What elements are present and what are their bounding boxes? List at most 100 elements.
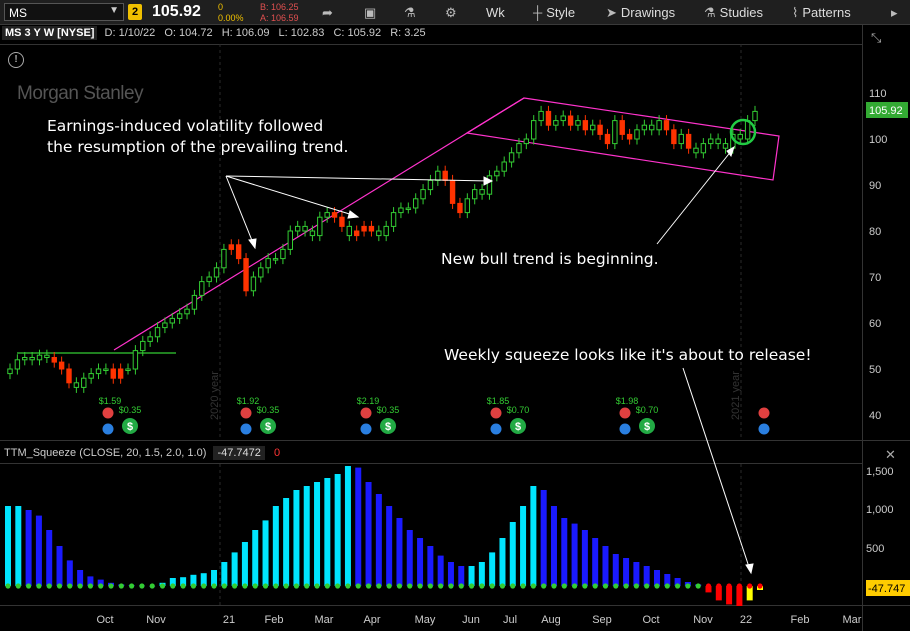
squeeze-bar [736,586,743,606]
bar-open: O: 104.72 [164,27,213,39]
arrow-head [248,238,257,250]
settings-button[interactable]: ⚙ [445,0,461,25]
squeeze-dot [726,583,732,589]
candle-body [538,110,544,122]
arrow-line [656,149,733,245]
squeeze-bar [571,523,578,586]
squeeze-study-header[interactable]: TTM_Squeeze (CLOSE, 20, 1.5, 2.0, 1.0) -… [4,446,280,460]
chart-header: MS 3 Y W [NYSE] D: 1/10/22 O: 104.72 H: … [2,26,862,45]
squeeze-dot [273,583,279,589]
breakout-circle[interactable] [729,118,757,146]
squeeze-dot [221,583,227,589]
flask-icon: ⚗ [704,5,716,20]
earnings-icon[interactable] [360,407,372,419]
drawings-button[interactable]: ➤ Drawings [606,0,675,25]
time-tick: May [415,614,436,626]
squeeze-dot [5,583,11,589]
candle-body [671,129,677,145]
candle-body [117,368,124,379]
style-button[interactable]: ┼ Style [533,0,575,25]
ask-price: A: 106.59 [260,13,299,23]
dividend-icon[interactable] [510,418,526,434]
candle-body [103,368,109,371]
time-tick: Jun [462,614,480,626]
info-event-icon[interactable] [490,423,502,435]
candle-body [516,143,522,154]
squeeze-bar [427,546,434,586]
arrow-line [682,367,751,571]
candle-body [634,129,640,140]
chart-area[interactable]: 110 100 90 80 70 60 50 40 1,500 1,000 500 Oct Nov 2… [0,25,910,631]
candle-body [715,138,721,145]
squeeze-dot [541,583,547,589]
info-icon[interactable]: ! [8,52,24,68]
candle-body [486,175,493,195]
info-event-icon[interactable] [360,423,372,435]
earnings-icon[interactable] [102,407,114,419]
info-event-icon[interactable] [619,423,631,435]
info-event-icon[interactable] [240,423,252,435]
more-button[interactable]: ▸ [891,0,902,25]
candle-body [154,327,161,338]
squeeze-dot [149,583,155,589]
squeeze-dot [180,583,186,589]
dividend-icon[interactable] [380,418,396,434]
squeeze-dot [170,583,176,589]
symbol-input[interactable]: MS ▼ [4,3,124,21]
candle-body [73,382,80,388]
chevron-down-icon[interactable]: ▼ [109,5,119,16]
channel-edge[interactable] [466,97,525,134]
candle-body [508,152,515,163]
candle-body [95,368,102,375]
squeeze-dot [613,583,619,589]
earnings-icon[interactable] [490,407,502,419]
chart-settings-button[interactable]: ▣ [364,0,380,25]
time-tick: Mar [315,614,334,626]
arrow-head [726,145,735,158]
squeeze-dot [510,583,516,589]
dividend-icon[interactable] [260,418,276,434]
candle-body [184,308,190,315]
squeeze-bar [283,498,290,586]
time-tick: Feb [791,614,810,626]
patterns-button[interactable]: ⌇ Patterns [792,0,851,25]
candle-body [619,120,625,135]
squeeze-dot [304,583,310,589]
dividend-icon[interactable] [122,418,138,434]
share-button[interactable]: ➦ [322,0,337,25]
dividend-label: $1.92 [237,396,260,406]
squeeze-tick: 1,000 [866,504,894,516]
candle-body [191,294,198,310]
info-event-icon[interactable] [758,423,770,435]
cursor-icon: ➤ [606,5,617,20]
collapse-icon[interactable]: ⤡ [871,31,882,46]
studies-button[interactable]: ⚗ Studies [704,0,763,25]
close-icon[interactable]: ✕ [885,448,896,463]
candle-body [405,207,412,210]
squeeze-dot [314,583,320,589]
squeeze-bar [272,506,279,586]
share-icon: ➦ [322,5,333,20]
price-tick: 70 [869,272,881,284]
chart-symbol[interactable]: MS 3 Y W [NYSE] [2,26,98,40]
dividend-icon[interactable] [639,418,655,434]
squeeze-dot [355,583,361,589]
squeeze-dot [293,583,300,589]
squeeze-dot [407,583,413,589]
info-event-icon[interactable] [102,423,114,435]
earnings-icon[interactable] [758,407,770,419]
candle-body [346,225,353,237]
split-label: $0.70 [636,405,659,415]
candle-body [390,212,397,227]
aggregation-button[interactable]: Wk [486,5,505,20]
candle-body [162,322,168,329]
squeeze-dot [757,583,763,589]
squeeze-dot [242,583,248,589]
earnings-icon[interactable] [619,407,631,419]
link-group-badge[interactable]: 2 [128,4,142,20]
squeeze-dot [654,583,660,589]
squeeze-dot [324,583,330,589]
squeeze-dot [87,583,94,589]
earnings-icon[interactable] [240,407,252,419]
studies-flask-button[interactable]: ⚗ [404,0,420,25]
